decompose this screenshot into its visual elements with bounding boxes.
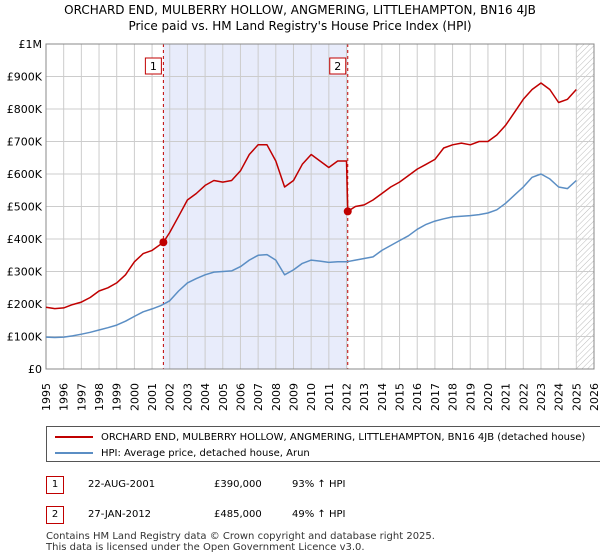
- y-tick-label: £700K: [7, 136, 43, 149]
- purchase-marker-box: [144, 57, 162, 75]
- x-tick-label: 2017: [429, 383, 442, 411]
- transaction-number-badge: 1: [46, 476, 64, 494]
- x-tick-label: 1995: [40, 383, 53, 411]
- y-tick-label: £400K: [7, 233, 43, 246]
- y-tick-label: £900K: [7, 71, 43, 84]
- x-tick-label: 2016: [411, 383, 424, 411]
- x-tick-label: 1996: [58, 383, 71, 411]
- transaction-date: 22-AUG-2001: [88, 479, 156, 490]
- price-chart: £0 £100K £200K £300K £400K £500K £600K £700K £80…: [7, 38, 600, 411]
- legend-label-property: ORCHARD END, MULBERRY HOLLOW, ANGMERING,…: [101, 431, 586, 443]
- chart-subtitle: Price paid vs. HM Land Registry's House …: [128, 19, 472, 33]
- x-tick-label: 2012: [341, 383, 354, 411]
- purchase-point: [159, 238, 168, 247]
- purchase-marker-box: [329, 57, 347, 75]
- x-tick-label: 2005: [217, 383, 230, 411]
- x-tick-label: 1998: [93, 383, 106, 411]
- chart-title-block: ORCHARD END, MULBERRY HOLLOW, ANGMERING,…: [0, 2, 600, 34]
- y-tick-label: £0: [28, 363, 42, 376]
- x-tick-label: 2014: [376, 383, 389, 411]
- legend-swatch-hpi: [55, 452, 93, 454]
- footer-licence: This data is licensed under the Open Gov…: [46, 542, 365, 553]
- transaction-date: 27-JAN-2012: [88, 509, 152, 520]
- y-tick-label: £800K: [7, 103, 43, 116]
- y-tick-label: £300K: [7, 266, 43, 279]
- hpi-line: [45, 173, 577, 339]
- footer: Contains HM Land Registry data © Crown c…: [46, 531, 435, 553]
- footer-copyright: Contains HM Land Registry data © Crown c…: [46, 531, 435, 542]
- x-tick-label: 2021: [500, 383, 513, 411]
- x-tick-label: 2009: [287, 383, 300, 411]
- x-tick-label: 2024: [553, 383, 566, 411]
- y-tick-label: £500K: [7, 201, 43, 214]
- transaction-hpi-change: 93% ↑ HPI: [292, 479, 346, 490]
- y-tick-label: £200K: [7, 298, 43, 311]
- x-tick-label: 2026: [588, 383, 600, 411]
- chart-title: ORCHARD END, MULBERRY HOLLOW, ANGMERING,…: [64, 3, 536, 17]
- legend-item-property: ORCHARD END, MULBERRY HOLLOW, ANGMERING,…: [55, 429, 585, 445]
- transaction-hpi-change: 49% ↑ HPI: [292, 509, 346, 520]
- y-tick-label: £100K: [7, 331, 43, 344]
- x-tick-label: 2001: [146, 383, 159, 411]
- x-tick-label: 2006: [234, 383, 247, 411]
- plot-frame: [45, 43, 595, 370]
- transaction-row: 1 22-AUG-2001 £390,000 93% ↑ HPI: [46, 476, 446, 496]
- x-tick-label: 2004: [199, 383, 212, 411]
- x-tick-label: 2022: [517, 383, 530, 411]
- transaction-number-badge: 2: [46, 506, 64, 524]
- x-tick-label: 2019: [464, 383, 477, 411]
- x-tick-label: 2015: [394, 383, 407, 411]
- x-tick-label: 2010: [305, 383, 318, 411]
- transaction-row: 2 27-JAN-2012 £485,000 49% ↑ HPI: [46, 506, 446, 526]
- x-tick-label: 2023: [535, 383, 548, 411]
- x-tick-label: 2003: [181, 383, 194, 411]
- legend-label-hpi: HPI: Average price, detached house, Arun: [101, 447, 310, 459]
- x-tick-label: 2013: [358, 383, 371, 411]
- purchase-marker-label: 2: [334, 60, 341, 73]
- legend-swatch-property: [55, 436, 93, 438]
- transaction-price: £390,000: [214, 479, 262, 490]
- purchase-marker-label: 1: [150, 60, 157, 73]
- transaction-price: £485,000: [214, 509, 262, 520]
- x-tick-label: 2002: [164, 383, 177, 411]
- y-tick-label: £600K: [7, 168, 43, 181]
- property-price-line: [45, 82, 577, 310]
- y-tick-label: £1M: [19, 38, 43, 51]
- purchase-point: [343, 207, 352, 216]
- x-tick-label: 1999: [111, 383, 124, 411]
- x-tick-label: 2008: [270, 383, 283, 411]
- legend: ORCHARD END, MULBERRY HOLLOW, ANGMERING,…: [46, 426, 600, 462]
- x-tick-label: 2018: [447, 383, 460, 411]
- x-tick-label: 2000: [128, 383, 141, 411]
- x-tick-label: 2011: [323, 383, 336, 411]
- x-tick-label: 2007: [252, 383, 265, 411]
- x-tick-label: 2020: [482, 383, 495, 411]
- x-tick-label: 1997: [75, 383, 88, 411]
- legend-item-hpi: HPI: Average price, detached house, Arun: [55, 445, 310, 461]
- x-tick-label: 2025: [570, 383, 583, 411]
